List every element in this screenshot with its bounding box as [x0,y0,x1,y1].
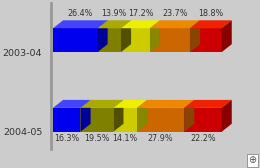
Polygon shape [137,100,194,108]
Polygon shape [184,100,232,108]
Text: ⊕: ⊕ [248,155,256,165]
Text: 27.9%: 27.9% [148,134,173,143]
Polygon shape [137,100,147,132]
Polygon shape [121,20,131,52]
Polygon shape [53,100,90,108]
Polygon shape [98,20,108,52]
Polygon shape [81,100,90,132]
Polygon shape [113,100,124,132]
Polygon shape [121,28,150,52]
Polygon shape [184,100,194,132]
Text: 16.3%: 16.3% [54,134,79,143]
Polygon shape [150,20,160,52]
Polygon shape [137,108,184,132]
Text: 13.9%: 13.9% [102,9,127,17]
Polygon shape [53,28,98,52]
Polygon shape [53,108,81,132]
Polygon shape [190,20,232,28]
Text: 17.2%: 17.2% [128,9,153,17]
Polygon shape [190,28,222,52]
Text: 23.7%: 23.7% [162,9,188,17]
Polygon shape [222,20,232,52]
Text: 14.1%: 14.1% [113,134,138,143]
Polygon shape [150,28,190,52]
Polygon shape [81,108,113,132]
Text: 19.5%: 19.5% [84,134,110,143]
Polygon shape [81,100,123,108]
Text: 26.4%: 26.4% [68,9,93,17]
Polygon shape [121,20,160,28]
Polygon shape [98,28,121,52]
Polygon shape [184,108,222,132]
Polygon shape [190,20,200,52]
Text: 18.8%: 18.8% [198,9,223,17]
Polygon shape [98,20,131,28]
Polygon shape [222,100,232,132]
Polygon shape [113,100,147,108]
Text: 22.2%: 22.2% [190,134,216,143]
Polygon shape [113,108,137,132]
Polygon shape [53,20,108,28]
Polygon shape [150,20,200,28]
